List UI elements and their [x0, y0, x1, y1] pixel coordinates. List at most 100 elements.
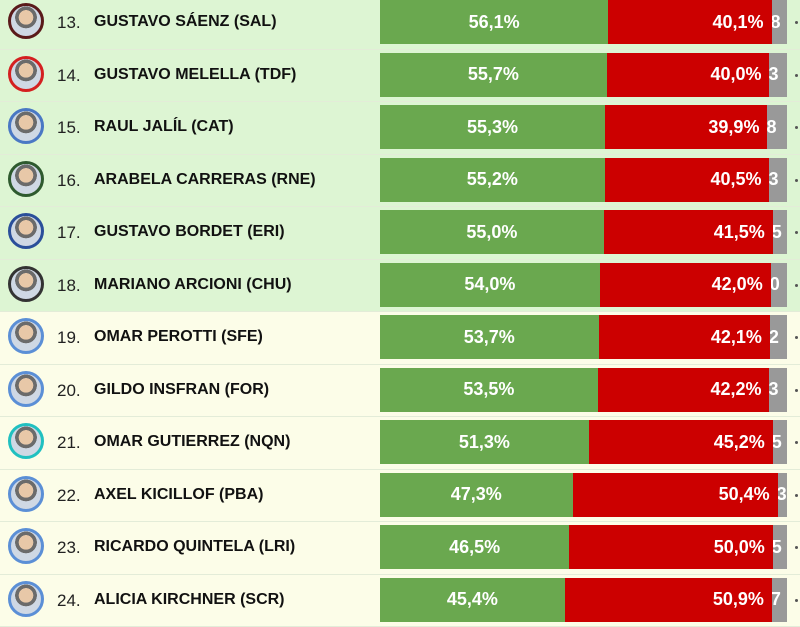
- label-approve: 55,7%: [468, 64, 519, 85]
- label-disapprove: 42,0%: [712, 274, 763, 295]
- governor-name: OMAR GUTIERREZ (NQN): [94, 433, 290, 451]
- avatar: [8, 161, 44, 197]
- governor-name: MARIANO ARCIONI (CHU): [94, 276, 292, 294]
- bar-approve: 45,4%: [380, 578, 565, 622]
- rank: 20.: [57, 381, 81, 401]
- bar-other: 4,3: [769, 158, 787, 202]
- governor-name: RICARDO QUINTELA (LRI): [94, 538, 295, 556]
- label-disapprove: 42,2%: [710, 379, 761, 400]
- table-row: 21. OMAR GUTIERREZ (NQN) 51,3% 45,2% 3,5: [0, 417, 800, 470]
- label-disapprove: 40,1%: [712, 12, 763, 33]
- rank: 17.: [57, 223, 81, 243]
- bar-other: 4,3: [769, 368, 787, 412]
- rank: 18.: [57, 276, 81, 296]
- label-other: 4,2: [770, 327, 779, 348]
- bar-approve: 53,7%: [380, 315, 599, 359]
- bar-approve: 56,1%: [380, 0, 608, 44]
- rank: 16.: [57, 171, 81, 191]
- governor-name: GUSTAVO SÁENZ (SAL): [94, 13, 277, 31]
- bar-approve: 46,5%: [380, 525, 569, 569]
- governor-name: AXEL KICILLOF (PBA): [94, 486, 263, 504]
- table-row: 17. GUSTAVO BORDET (ERI) 55,0% 41,5% 3,5: [0, 207, 800, 260]
- label-approve: 54,0%: [464, 274, 515, 295]
- label-approve: 55,2%: [467, 169, 518, 190]
- label-approve: 56,1%: [469, 12, 520, 33]
- bar-other: 3,7: [772, 578, 787, 622]
- avatar: [8, 213, 44, 249]
- label-other: 3,5: [773, 432, 782, 453]
- governor-name: ALICIA KIRCHNER (SCR): [94, 591, 285, 609]
- label-disapprove: 42,1%: [711, 327, 762, 348]
- dot-marker: [795, 284, 798, 287]
- label-disapprove: 40,0%: [710, 64, 761, 85]
- label-disapprove: 41,5%: [714, 222, 765, 243]
- label-approve: 53,7%: [464, 327, 515, 348]
- bar-disapprove: 40,1%: [608, 0, 771, 44]
- rank: 13.: [57, 13, 81, 33]
- bar-other: 3,5: [773, 420, 787, 464]
- label-approve: 45,4%: [447, 589, 498, 610]
- avatar: [8, 476, 44, 512]
- dot-marker: [795, 21, 798, 24]
- label-disapprove: 50,4%: [719, 484, 770, 505]
- governor-name: OMAR PEROTTI (SFE): [94, 328, 263, 346]
- label-disapprove: 39,9%: [708, 117, 759, 138]
- bar-other: 2,3: [778, 473, 787, 517]
- stacked-bar: 55,7% 40,0% 4,3: [380, 53, 787, 97]
- dot-marker: [795, 389, 798, 392]
- bar-approve: 55,7%: [380, 53, 607, 97]
- rank: 23.: [57, 538, 81, 558]
- dot-marker: [795, 441, 798, 444]
- governor-name: ARABELA CARRERAS (RNE): [94, 171, 316, 189]
- rank: 14.: [57, 66, 81, 86]
- avatar: [8, 108, 44, 144]
- stacked-bar: 55,2% 40,5% 4,3: [380, 158, 787, 202]
- stacked-bar: 45,4% 50,9% 3,7: [380, 578, 787, 622]
- bar-disapprove: 50,4%: [573, 473, 778, 517]
- bar-other: 4,0: [771, 263, 787, 307]
- label-disapprove: 45,2%: [714, 432, 765, 453]
- bar-disapprove: 42,2%: [598, 368, 770, 412]
- label-approve: 53,5%: [463, 379, 514, 400]
- table-row: 16. ARABELA CARRERAS (RNE) 55,2% 40,5% 4…: [0, 155, 800, 208]
- stacked-bar: 46,5% 50,0% 3,5: [380, 525, 787, 569]
- rank: 22.: [57, 486, 81, 506]
- bar-disapprove: 41,5%: [604, 210, 773, 254]
- bar-disapprove: 50,9%: [565, 578, 772, 622]
- governor-name: GUSTAVO MELELLA (TDF): [94, 66, 296, 84]
- table-row: 14. GUSTAVO MELELLA (TDF) 55,7% 40,0% 4,…: [0, 50, 800, 103]
- dot-marker: [795, 126, 798, 129]
- stacked-bar: 56,1% 40,1% 3,8: [380, 0, 787, 44]
- label-other: 4,3: [769, 169, 778, 190]
- stacked-bar: 53,7% 42,1% 4,2: [380, 315, 787, 359]
- avatar: [8, 3, 44, 39]
- avatar: [8, 528, 44, 564]
- bar-disapprove: 40,5%: [605, 158, 770, 202]
- stacked-bar: 51,3% 45,2% 3,5: [380, 420, 787, 464]
- governor-name: RAUL JALÍL (CAT): [94, 118, 234, 136]
- stacked-bar: 53,5% 42,2% 4,3: [380, 368, 787, 412]
- label-other: 3,8: [772, 12, 781, 33]
- table-row: 15. RAUL JALÍL (CAT) 55,3% 39,9% 4,8: [0, 102, 800, 155]
- avatar: [8, 266, 44, 302]
- avatar: [8, 318, 44, 354]
- bar-other: 3,5: [773, 525, 787, 569]
- governor-name: GUSTAVO BORDET (ERI): [94, 223, 285, 241]
- label-other: 4,3: [769, 64, 778, 85]
- bar-approve: 53,5%: [380, 368, 598, 412]
- rank: 24.: [57, 591, 81, 611]
- governor-name: GILDO INSFRAN (FOR): [94, 381, 269, 399]
- bar-other: 3,5: [773, 210, 787, 254]
- bar-approve: 55,2%: [380, 158, 605, 202]
- rank: 21.: [57, 433, 81, 453]
- rank: 15.: [57, 118, 81, 138]
- table-row: 22. AXEL KICILLOF (PBA) 47,3% 50,4% 2,3: [0, 470, 800, 523]
- bar-approve: 51,3%: [380, 420, 589, 464]
- label-disapprove: 50,0%: [714, 537, 765, 558]
- stacked-bar: 55,3% 39,9% 4,8: [380, 105, 787, 149]
- bar-other: 4,8: [767, 105, 787, 149]
- dot-marker: [795, 336, 798, 339]
- bar-approve: 54,0%: [380, 263, 600, 307]
- label-disapprove: 50,9%: [713, 589, 764, 610]
